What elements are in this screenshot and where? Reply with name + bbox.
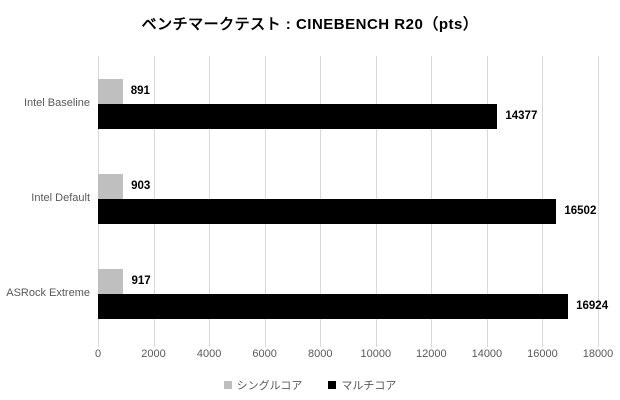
category-axis: Intel Baseline Intel Default ASRock Extrem… <box>0 56 90 342</box>
chart-title: ベンチマークテスト : CINEBENCH R20（pts） <box>141 16 479 33</box>
category-label: Intel Default <box>31 192 90 204</box>
bar-multi-core <box>98 103 498 129</box>
axis-tick-label: 0 <box>94 348 102 360</box>
axis-tick-label: 8000 <box>307 348 333 360</box>
value-label-multi-core: 14377 <box>505 109 538 122</box>
value-label-single-core: 891 <box>130 84 150 97</box>
legend-label: マルチコア <box>341 380 397 392</box>
legend: シングルコア マルチコア <box>0 377 620 393</box>
plot-area: 891 14377 903 16502 917 16924 <box>98 56 608 347</box>
axis-tick-label: 10000 <box>360 348 392 360</box>
axis-tick-label: 14000 <box>471 348 503 360</box>
bar-multi-core <box>98 294 569 320</box>
value-label-single-core: 917 <box>131 275 151 288</box>
bar-single-core <box>98 174 124 199</box>
category-label: ASRock Extreme <box>6 287 90 300</box>
category-label: Intel Baseline <box>23 96 90 109</box>
legend-item-multi-core: マルチコア <box>328 377 396 393</box>
bar-single-core <box>98 269 124 295</box>
value-label-multi-core: 16502 <box>564 205 597 217</box>
value-axis: 0 2000 4000 6000 8000 10000 12000 14000 16000 180… <box>0 348 620 362</box>
axis-tick-label: 4000 <box>196 348 222 360</box>
axis-tick-label: 16000 <box>527 348 558 360</box>
bar-multi-core <box>98 199 557 224</box>
axis-tick-label: 12000 <box>416 348 447 360</box>
axis-tick-label: 6000 <box>252 348 277 360</box>
bar-single-core <box>98 78 123 104</box>
value-label-single-core: 903 <box>131 180 151 192</box>
gridline <box>598 56 599 347</box>
axis-tick-label: 2000 <box>141 348 166 360</box>
axis-tick-label: 18000 <box>582 348 614 360</box>
legend-item-single-core: シングルコア <box>223 377 303 393</box>
value-label-multi-core: 16924 <box>576 300 609 313</box>
legend-label: シングルコア <box>236 380 303 392</box>
legend-swatch-single-core <box>223 381 232 389</box>
legend-swatch-multi-core <box>328 381 337 389</box>
